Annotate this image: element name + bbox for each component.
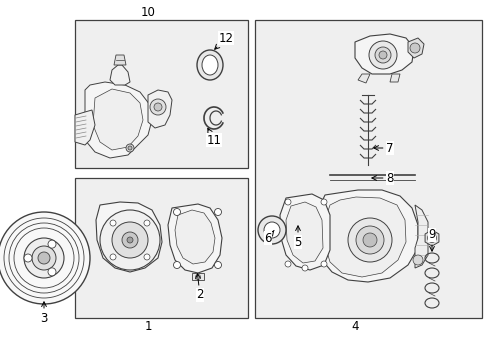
Circle shape xyxy=(321,261,327,267)
Circle shape xyxy=(100,210,160,270)
Circle shape xyxy=(215,208,221,216)
Circle shape xyxy=(144,254,150,260)
Circle shape xyxy=(196,274,200,279)
Polygon shape xyxy=(85,82,152,158)
Circle shape xyxy=(144,220,150,226)
Circle shape xyxy=(112,222,148,258)
Circle shape xyxy=(410,43,420,53)
Polygon shape xyxy=(390,74,400,82)
Bar xyxy=(255,20,482,318)
Polygon shape xyxy=(93,89,143,150)
Circle shape xyxy=(150,99,166,115)
Circle shape xyxy=(38,252,50,264)
Polygon shape xyxy=(306,215,320,228)
Text: 4: 4 xyxy=(351,320,359,333)
Polygon shape xyxy=(318,190,418,282)
Circle shape xyxy=(127,237,133,243)
Text: 7: 7 xyxy=(374,141,394,154)
Circle shape xyxy=(427,234,437,243)
Polygon shape xyxy=(306,242,320,255)
Polygon shape xyxy=(148,90,172,128)
Circle shape xyxy=(379,51,387,59)
Circle shape xyxy=(321,199,327,205)
Polygon shape xyxy=(358,74,370,83)
Text: 9: 9 xyxy=(428,229,436,251)
Circle shape xyxy=(302,265,308,271)
Circle shape xyxy=(128,146,132,150)
Polygon shape xyxy=(325,197,406,277)
Polygon shape xyxy=(96,202,162,272)
Polygon shape xyxy=(355,34,414,74)
Circle shape xyxy=(48,268,56,276)
Text: 6: 6 xyxy=(264,230,274,244)
Circle shape xyxy=(356,226,384,254)
Circle shape xyxy=(285,261,291,267)
Circle shape xyxy=(32,246,56,270)
Text: 8: 8 xyxy=(372,171,393,184)
Polygon shape xyxy=(280,194,330,270)
Text: 1: 1 xyxy=(144,320,152,333)
Circle shape xyxy=(110,254,116,260)
Polygon shape xyxy=(415,205,428,268)
Text: 3: 3 xyxy=(40,302,48,324)
Bar xyxy=(75,20,248,168)
Circle shape xyxy=(348,218,392,262)
Circle shape xyxy=(154,103,162,111)
Polygon shape xyxy=(425,230,439,246)
Circle shape xyxy=(173,208,180,216)
Polygon shape xyxy=(192,273,204,280)
Circle shape xyxy=(24,254,32,262)
Polygon shape xyxy=(286,202,323,263)
Polygon shape xyxy=(175,210,215,264)
Polygon shape xyxy=(114,55,126,65)
Bar xyxy=(75,178,248,318)
Text: 5: 5 xyxy=(294,226,302,248)
Circle shape xyxy=(126,144,134,152)
Circle shape xyxy=(369,41,397,69)
Circle shape xyxy=(285,199,291,205)
Circle shape xyxy=(0,212,90,304)
Text: 10: 10 xyxy=(141,5,155,18)
Circle shape xyxy=(122,232,138,248)
Text: 11: 11 xyxy=(206,129,221,147)
Ellipse shape xyxy=(202,55,218,75)
Circle shape xyxy=(413,255,423,265)
Polygon shape xyxy=(408,38,424,58)
Text: 12: 12 xyxy=(215,31,234,49)
Circle shape xyxy=(258,216,286,244)
Polygon shape xyxy=(110,65,130,85)
Polygon shape xyxy=(75,110,95,145)
Circle shape xyxy=(24,238,64,278)
Circle shape xyxy=(110,220,116,226)
Circle shape xyxy=(215,261,221,269)
Ellipse shape xyxy=(197,50,223,80)
Circle shape xyxy=(375,47,391,63)
Polygon shape xyxy=(168,204,222,273)
Text: 2: 2 xyxy=(196,274,204,302)
Circle shape xyxy=(264,222,280,238)
Circle shape xyxy=(173,261,180,269)
Circle shape xyxy=(363,233,377,247)
Circle shape xyxy=(48,240,56,248)
